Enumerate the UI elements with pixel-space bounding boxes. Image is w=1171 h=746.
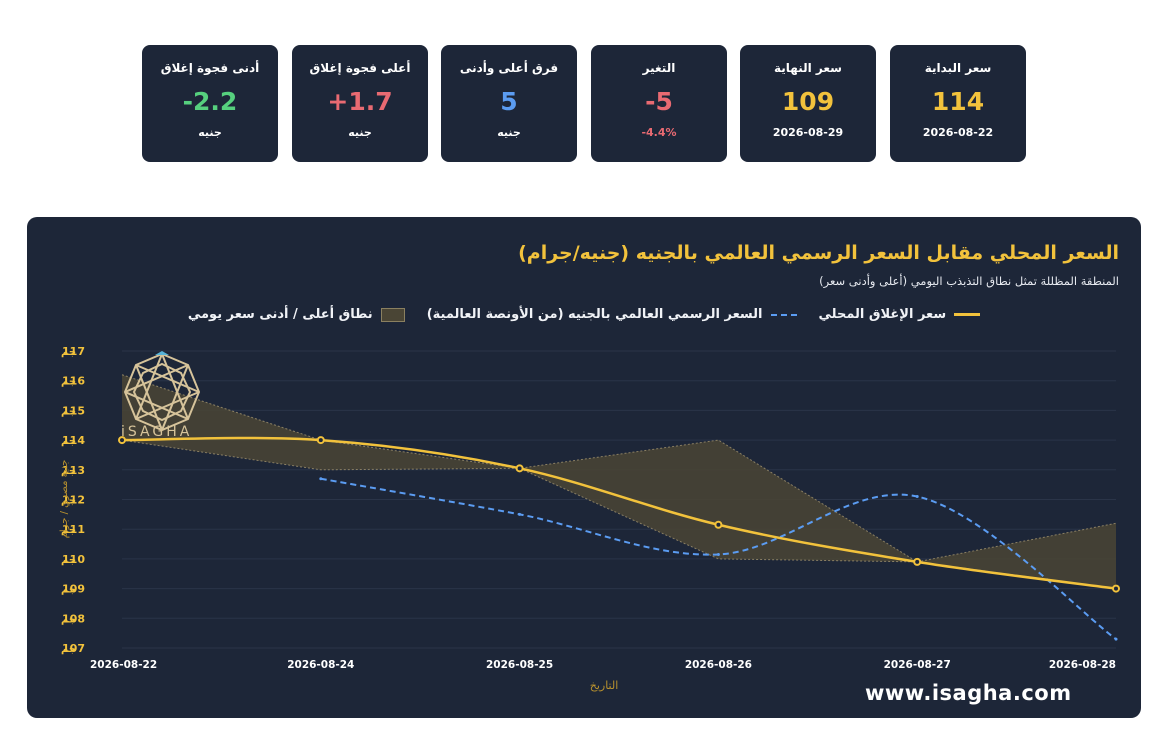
legend-swatch-solid: [954, 313, 981, 316]
local-close-point: [118, 436, 126, 445]
card-value: 5: [500, 87, 518, 116]
y-tick-label: 117: [62, 345, 85, 358]
card-value: +1.7: [327, 87, 393, 116]
x-tick-label: 2026-08-22: [90, 659, 157, 671]
global-price-point: [716, 552, 720, 556]
card-label: أعلى فجوة إغلاق: [309, 61, 411, 75]
global-price-point: [518, 512, 522, 516]
summary-cards: سعر البداية 114 2026-08-22 سعر النهاية 1…: [142, 45, 1026, 163]
y-tick-suffix: جم: [61, 436, 76, 447]
card-high-low-diff: فرق أعلى وأدنى 5 جنيه: [441, 45, 577, 162]
global-price-point: [319, 477, 323, 481]
y-tick-label: 112: [62, 494, 85, 507]
card-value: -2.2: [182, 87, 238, 116]
card-end-price: سعر النهاية 109 2026-08-29: [740, 45, 876, 162]
local-close-line: [121, 436, 1117, 590]
logo-text: iSAGHA: [121, 424, 193, 440]
card-label: سعر البداية: [924, 61, 992, 75]
isagha-logo: [117, 347, 207, 441]
legend-label: السعر الرسمي العالمي بالجنيه (من الأونصة…: [426, 307, 763, 322]
card-min-close-gap: أدنى فجوة إغلاق -2.2 جنيه: [142, 45, 278, 162]
card-sub: جنيه: [198, 126, 222, 139]
card-sub: 2026-08-22: [922, 126, 994, 139]
logo-icon: [123, 351, 201, 432]
y-tick-label: 116: [62, 375, 85, 388]
y-tick-label: 114: [62, 434, 85, 447]
y-tick-suffix: جم: [61, 644, 76, 655]
y-axis-label: جنيه مصري / جرام: [59, 460, 70, 539]
y-tick-label: 107: [62, 642, 85, 655]
chart-title: السعر المحلي مقابل السعر الرسمي العالمي …: [518, 242, 1119, 264]
legend-item-local-close[interactable]: سعر الإغلاق المحلي: [819, 307, 981, 322]
card-label: فرق أعلى وأدنى: [459, 61, 559, 75]
card-label: التغير: [642, 61, 676, 75]
card-start-price: سعر البداية 114 2026-08-22: [890, 45, 1026, 162]
range-band-area: [122, 374, 1116, 589]
chart-panel: 107 جم 108 جم 109 جم 110 جم 111 جم 112 جم 113 جم 114 جم…: [27, 217, 1141, 718]
chart-subtitle: المنطقة المظللة تمثل نطاق التذبذب اليومي…: [819, 274, 1119, 288]
local-close-point: [913, 557, 922, 566]
y-tick-label: 110: [62, 553, 85, 566]
range-band-low-edge: [121, 439, 1117, 590]
y-tick-label: 108: [62, 612, 85, 625]
legend-label: نطاق أعلى / أدنى سعر يومي: [187, 307, 373, 322]
card-sub: 2026-08-29: [772, 126, 844, 139]
y-tick-suffix: جم: [61, 496, 76, 507]
y-tick-suffix: جم: [61, 585, 76, 596]
chart-svg: 107جم108جم109جم110جم111جم112جم113جم114جم…: [59, 345, 1120, 692]
y-tick-suffix: جم: [61, 406, 76, 417]
y-tick-suffix: جم: [61, 347, 76, 358]
y-tick-suffix: جم: [61, 614, 76, 625]
global-price-point: [915, 495, 919, 499]
card-label: سعر النهاية: [774, 61, 842, 75]
card-sub: جنيه: [497, 126, 521, 139]
legend-item-global-price[interactable]: السعر الرسمي العالمي بالجنيه (من الأونصة…: [427, 307, 797, 322]
y-tick-suffix: جم: [61, 525, 76, 536]
y-tick-label: 111: [62, 523, 85, 536]
x-tick-label: 2026-08-26: [685, 659, 752, 671]
global-price-point: [1114, 637, 1118, 641]
y-tick-suffix: جم: [61, 466, 76, 477]
card-label: أدنى فجوة إغلاق: [160, 61, 260, 75]
chart-legend: سعر الإغلاق المحلي السعر الرسمي العالمي …: [27, 307, 1141, 322]
local-close-point: [515, 464, 524, 473]
card-value: 114: [931, 87, 985, 116]
y-tick-suffix: جم: [61, 377, 76, 388]
range-band-high-edge: [121, 374, 1117, 563]
card-sub: جنيه: [348, 126, 372, 139]
local-close-point: [1112, 584, 1120, 593]
x-tick-label: 2026-08-27: [884, 659, 951, 671]
y-tick-label: 113: [62, 464, 85, 477]
card-change: التغير -5 -4.4%: [591, 45, 727, 162]
local-close-point: [316, 436, 325, 445]
legend-swatch-dashed: [770, 313, 797, 316]
y-tick-label: 109: [62, 583, 85, 596]
card-max-close-gap: أعلى فجوة إغلاق +1.7 جنيه: [292, 45, 428, 162]
legend-swatch-area: [380, 307, 405, 322]
x-tick-label: 2026-08-24: [287, 659, 354, 671]
legend-item-range-band[interactable]: نطاق أعلى / أدنى سعر يومي: [188, 307, 405, 322]
x-tick-label: 2026-08-25: [486, 659, 553, 671]
card-value: -5: [645, 87, 673, 116]
card-value: 109: [781, 87, 835, 116]
local-close-point: [714, 520, 723, 529]
x-tick-label: 2026-08-28: [1049, 659, 1116, 671]
watermark: www.isagha.com: [865, 681, 1072, 705]
y-tick-suffix: جم: [61, 555, 76, 566]
legend-label: سعر الإغلاق المحلي: [818, 307, 947, 322]
card-sub: -4.4%: [641, 126, 677, 139]
y-tick-label: 115: [62, 404, 85, 417]
x-axis-label: التاريخ: [590, 679, 619, 692]
